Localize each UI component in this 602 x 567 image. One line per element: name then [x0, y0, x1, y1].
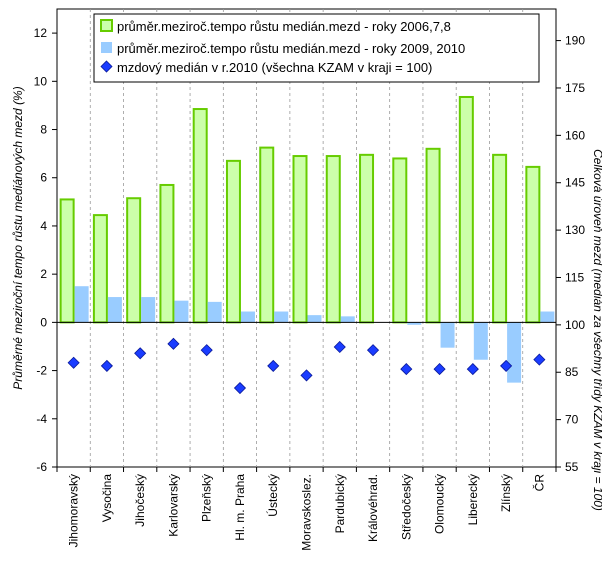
y2-tick-label: 130	[565, 223, 585, 237]
y-tick-label: 0	[40, 315, 47, 329]
x-tick-label: Jihočeský	[133, 474, 147, 527]
bar-series-2	[440, 322, 455, 348]
marker-series-3	[366, 344, 380, 357]
x-tick-label: Plzeňský	[200, 474, 214, 522]
x-tick-label: Vysočina	[100, 474, 114, 523]
bar-series-2	[540, 311, 555, 323]
y-tick-label: -4	[36, 412, 47, 426]
y2-tick-label: 85	[565, 365, 579, 379]
y-tick-label: -2	[36, 364, 47, 378]
y2-tick-label: 55	[565, 460, 579, 474]
bar-series-2	[74, 286, 89, 323]
marker-series-3	[100, 359, 113, 372]
y-axis-label: Průměrné meziroční tempo růstu mediánový…	[11, 86, 25, 389]
marker-series-3	[167, 337, 180, 350]
bar-series-1	[59, 198, 75, 324]
bar-series-2	[240, 311, 255, 323]
y-tick-label: 12	[34, 26, 48, 40]
bar-series-2	[407, 322, 422, 325]
y2-tick-label: 145	[565, 176, 585, 190]
marker-series-3	[233, 381, 247, 395]
y2-tick-label: 115	[565, 270, 584, 284]
marker-series-3	[200, 344, 213, 357]
bar-series-2	[207, 301, 222, 323]
x-tick-label: Liberecký	[466, 474, 480, 525]
bar-series-2	[507, 322, 522, 383]
marker-series-3	[533, 353, 546, 366]
marker-series-3	[67, 356, 80, 369]
bar-series-1	[325, 155, 341, 324]
x-tick-label: Olomoucký	[433, 474, 447, 534]
marker-series-3	[466, 363, 479, 376]
x-tick-label: Jihomoravský	[67, 474, 81, 547]
y2-tick-label: 190	[565, 34, 585, 48]
x-tick-label: ČR	[531, 474, 546, 492]
y2-tick-label: 175	[565, 81, 585, 95]
legend-swatch-series-2	[101, 42, 112, 53]
bar-series-1	[225, 159, 241, 324]
markers	[67, 337, 546, 395]
legend-label-series-2: průměr.meziroč.tempo růstu medián.mezd -…	[117, 41, 465, 56]
bar-series-1	[525, 165, 541, 324]
bar-series-1	[192, 108, 208, 324]
marker-series-3	[400, 363, 413, 376]
legend-box	[93, 13, 540, 83]
marker-series-3	[333, 340, 346, 354]
y2-tick-label: 100	[565, 318, 585, 332]
legend-swatch-series-1	[100, 19, 113, 32]
x-tick-label: Karlovarský	[166, 474, 180, 537]
bar-series-1	[292, 155, 308, 324]
x-tick-label: Zlínský	[499, 474, 513, 512]
bar-series-1	[492, 153, 508, 324]
legend-label-series-1: průměr.meziroč.tempo růstu medián.mezd -…	[117, 19, 451, 34]
bar-series-2	[307, 315, 322, 323]
bar-series-2	[274, 311, 289, 323]
bar-series-1	[458, 95, 474, 324]
marker-series-3	[300, 369, 313, 382]
x-tick-label: Ústecký	[265, 474, 280, 517]
x-tick-label: Středočeský	[399, 474, 413, 540]
y-tick-label: 8	[40, 123, 47, 137]
y-tick-label: -6	[36, 460, 47, 474]
y-tick-label: 4	[40, 219, 47, 233]
axes: -6 -4 -2 0 2 4 6 8 10 12 55 70 85 100 115 130 145 160 175 1…	[34, 26, 586, 551]
x-tick-label: Hl. m. Praha	[233, 474, 247, 541]
y2-tick-label: 160	[565, 128, 585, 142]
bar-series-2	[174, 300, 189, 323]
bar-series-2	[107, 297, 122, 323]
y2-axis-label: Celková úroveň mezd (medián za všechny t…	[591, 149, 602, 511]
bar-series-1	[159, 183, 175, 324]
x-tick-label: Moravskoslez.	[300, 474, 314, 551]
y-tick-label: 6	[40, 171, 47, 185]
bar-series-2	[340, 316, 355, 323]
marker-series-3	[267, 359, 280, 372]
bar-series-1	[92, 214, 108, 324]
y-tick-label: 10	[34, 74, 48, 88]
bars	[59, 95, 555, 383]
grid-lines	[89, 9, 524, 467]
bar-series-1	[425, 147, 441, 324]
x-tick-label: Pardubický	[333, 474, 347, 533]
bar-series-1	[359, 153, 375, 324]
legend-label-series-3: mzdový medián v r.2010 (všechna KZAM v k…	[117, 60, 432, 75]
bar-series-1	[259, 146, 275, 324]
y2-tick-label: 70	[565, 413, 579, 427]
marker-series-3	[433, 363, 446, 376]
marker-series-3	[500, 359, 513, 372]
bar-series-2	[141, 297, 156, 323]
y-tick-label: 2	[40, 267, 47, 281]
legend-swatch-series-3	[100, 60, 113, 73]
legend: průměr.meziroč.tempo růstu medián.mezd -…	[93, 13, 540, 83]
bar-series-1	[126, 197, 142, 324]
bar-series-2	[473, 322, 488, 360]
x-tick-label: Královéhrad.	[366, 474, 380, 542]
marker-series-3	[134, 347, 147, 360]
bar-series-1	[392, 157, 408, 324]
